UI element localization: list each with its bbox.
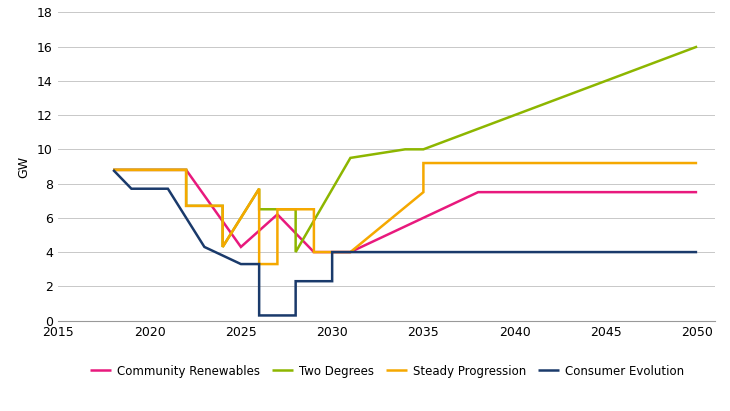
Y-axis label: GW: GW: [17, 155, 30, 178]
Consumer Evolution: [255, 313, 264, 318]
Community Renewables: [310, 249, 318, 254]
Consumer Evolution: [237, 262, 245, 267]
Two Degrees: [218, 245, 227, 249]
Two Degrees: [218, 203, 227, 208]
Steady Progression: [310, 249, 318, 254]
Steady Progression: [419, 161, 428, 166]
Steady Progression: [456, 161, 464, 166]
Two Degrees: [419, 147, 428, 152]
Steady Progression: [419, 190, 428, 195]
Community Renewables: [310, 249, 318, 254]
Legend: Community Renewables, Two Degrees, Steady Progression, Consumer Evolution: Community Renewables, Two Degrees, Stead…: [85, 360, 689, 383]
Consumer Evolution: [364, 249, 373, 254]
Steady Progression: [273, 207, 282, 212]
Consumer Evolution: [364, 249, 373, 254]
Two Degrees: [401, 147, 410, 152]
Steady Progression: [218, 245, 227, 249]
Two Degrees: [291, 249, 300, 254]
Consumer Evolution: [693, 249, 702, 254]
Steady Progression: [255, 186, 264, 191]
Consumer Evolution: [237, 262, 245, 267]
Community Renewables: [182, 167, 191, 172]
Steady Progression: [346, 249, 355, 254]
Community Renewables: [109, 167, 118, 172]
Line: Community Renewables: Community Renewables: [113, 170, 697, 252]
Community Renewables: [182, 167, 191, 172]
Two Degrees: [401, 147, 410, 152]
Two Degrees: [346, 155, 355, 160]
Consumer Evolution: [127, 186, 136, 191]
Community Renewables: [346, 249, 355, 254]
Two Degrees: [693, 44, 702, 49]
Consumer Evolution: [127, 186, 136, 191]
Steady Progression: [109, 167, 118, 172]
Steady Progression: [693, 161, 702, 166]
Steady Progression: [310, 207, 318, 212]
Steady Progression: [346, 249, 355, 254]
Consumer Evolution: [291, 313, 300, 318]
Community Renewables: [693, 190, 702, 195]
Community Renewables: [474, 190, 483, 195]
Consumer Evolution: [164, 186, 172, 191]
Line: Two Degrees: Two Degrees: [113, 46, 697, 252]
Community Renewables: [273, 212, 282, 217]
Steady Progression: [182, 203, 191, 208]
Consumer Evolution: [255, 262, 264, 267]
Line: Steady Progression: Steady Progression: [113, 163, 697, 264]
Two Degrees: [255, 186, 264, 191]
Two Degrees: [419, 147, 428, 152]
Community Renewables: [237, 245, 245, 249]
Steady Progression: [255, 262, 264, 267]
Community Renewables: [273, 212, 282, 217]
Two Degrees: [182, 167, 191, 172]
Consumer Evolution: [109, 167, 118, 172]
Two Degrees: [255, 207, 264, 212]
Community Renewables: [346, 249, 355, 254]
Community Renewables: [474, 190, 483, 195]
Steady Progression: [218, 203, 227, 208]
Community Renewables: [237, 245, 245, 249]
Two Degrees: [291, 207, 300, 212]
Consumer Evolution: [200, 245, 209, 249]
Steady Progression: [273, 262, 282, 267]
Two Degrees: [109, 167, 118, 172]
Two Degrees: [346, 155, 355, 160]
Consumer Evolution: [328, 249, 337, 254]
Steady Progression: [182, 167, 191, 172]
Two Degrees: [182, 203, 191, 208]
Consumer Evolution: [164, 186, 172, 191]
Consumer Evolution: [328, 279, 337, 284]
Line: Consumer Evolution: Consumer Evolution: [113, 170, 697, 316]
Consumer Evolution: [291, 279, 300, 284]
Steady Progression: [456, 161, 464, 166]
Consumer Evolution: [200, 245, 209, 249]
